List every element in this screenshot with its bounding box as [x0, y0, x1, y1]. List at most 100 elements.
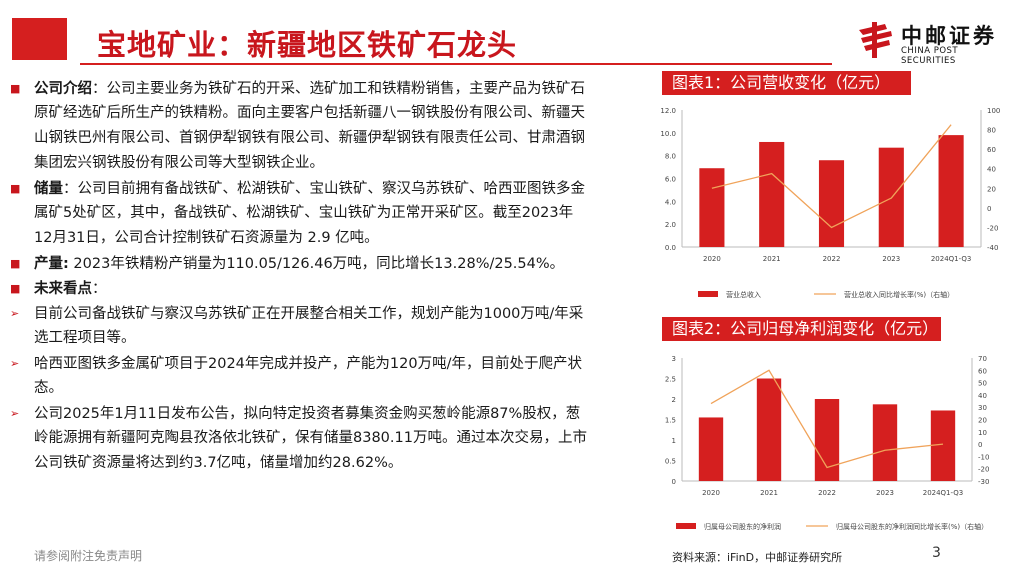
y-left-tick-label: 1.5: [665, 417, 676, 425]
x-tick-label: 2024Q1-Q3: [923, 489, 964, 497]
bold-label: 储量: [34, 181, 63, 197]
legend-label: 归属母公司股东的净利润同比增长率(%)（右轴）: [836, 522, 988, 531]
y-left-tick-label: 2.5: [665, 376, 676, 384]
line-text: 12月31日，公司合计控制铁矿石资源量为 2.9 亿吨。: [34, 230, 379, 246]
y-right-tick-label: 60: [978, 367, 987, 375]
legend-bar-swatch: [698, 291, 718, 297]
text-line: 属矿5处矿区，其中，备战铁矿、松湖铁矿、宝山铁矿为正常开采矿区。截至2023年: [10, 201, 652, 226]
y-left-tick-label: 6.0: [665, 176, 676, 184]
y-right-tick-label: -20: [987, 224, 998, 232]
bar: [756, 378, 782, 481]
legend-bar-swatch: [676, 523, 696, 529]
text-line: ■ 公司介绍：公司主要业务为铁矿石的开采、选矿加工和铁精粉销售，主要产品为铁矿石: [10, 76, 652, 101]
company-logo: 中邮证券 CHINA POST SECURITIES: [855, 20, 1015, 66]
line-text: 目前公司备战铁矿与察汉乌苏铁矿正在开展整合相关工作，规划产能为1000万吨/年采: [34, 306, 584, 322]
line-text: 选工程项目等。: [34, 330, 136, 346]
y-right-tick-label: 80: [987, 127, 996, 135]
x-tick-label: 2021: [763, 255, 781, 263]
y-right-tick-label: -20: [978, 466, 989, 474]
line-text: 原矿经选矿后所生产的铁精粉。面向主要客户包括新疆八一钢铁股份有限公司、新疆天: [34, 105, 585, 121]
line-text: 态。: [34, 380, 63, 396]
text-line: 山钢铁巴州有限公司、首钢伊犁钢铁有限公司、新疆伊犁钢铁有限责任公司、甘肃酒钢: [10, 126, 652, 151]
text-line: ➢ 目前公司备战铁矿与察汉乌苏铁矿正在开展整合相关工作，规划产能为1000万吨/年…: [10, 301, 652, 326]
y-left-tick-label: 1: [672, 437, 676, 445]
y-right-tick-label: 30: [978, 404, 987, 412]
square-bullet-icon: ■: [10, 282, 21, 295]
y-right-tick-label: 40: [978, 392, 987, 400]
disclaimer-note: 请参阅附注免责声明: [34, 549, 143, 563]
page-number: 3: [932, 545, 941, 561]
y-left-tick-label: 3: [672, 355, 676, 363]
china-post-logo-icon: [859, 22, 892, 58]
net-profit-chart: 0 0.5 1 1.5 2 2.5 3 -30 -20 -10 0 10 20 30 40 50 60 70 202…: [665, 355, 990, 531]
bold-label: 公司介绍: [34, 81, 92, 97]
line-text: 公司2025年1月11日发布公告，拟向特定投资者募集资金购买葱岭能源87%股权，…: [34, 406, 581, 422]
logo-text-cn: 中邮证券: [901, 24, 997, 48]
square-bullet-icon: ■: [10, 82, 21, 95]
y-left-tick-label: 0: [672, 478, 676, 486]
y-right-tick-label: 100: [987, 107, 1000, 115]
revenue-chart: 0.0 2.0 4.0 6.0 8.0 10.0 12.0 -40 -20 0 20 40 60 80 10…: [660, 107, 1000, 299]
bar: [938, 135, 964, 247]
title-accent-block: [12, 18, 67, 60]
y-right-tick-label: 0: [987, 205, 991, 213]
y-right-tick-label: 40: [987, 166, 996, 174]
bar: [814, 399, 840, 481]
bar: [872, 404, 898, 481]
bar: [818, 160, 845, 247]
text-line: 集团宏兴钢铁股份有限公司等大型钢铁企业。: [10, 151, 652, 176]
line-text: 公司铁矿资源量将达到约3.7亿吨，储量增加约28.62%。: [34, 455, 403, 471]
y-left-tick-label: 0.5: [665, 458, 676, 466]
y-right-tick-label: 50: [978, 380, 987, 388]
growth-line: [710, 369, 944, 469]
text-line: ■ 储量：公司目前拥有备战铁矿、松湖铁矿、宝山铁矿、察汉乌苏铁矿、哈西亚图铁多金: [10, 176, 652, 201]
page-title: 宝地矿业：新疆地区铁矿石龙头: [97, 28, 518, 62]
bar: [698, 417, 724, 481]
y-right-tick-label: 0: [978, 441, 982, 449]
text-line: 12月31日，公司合计控制铁矿石资源量为 2.9 亿吨。: [10, 226, 652, 251]
bar: [699, 168, 725, 247]
bar: [930, 410, 956, 481]
body-text: ■ 公司介绍：公司主要业务为铁矿石的开采、选矿加工和铁精粉销售，主要产品为铁矿石原…: [10, 76, 652, 476]
x-tick-label: 2021: [760, 489, 778, 497]
text-line: ■ 产量: 2023年铁精粉产销量为110.05/126.46万吨，同比增长13.…: [10, 251, 652, 276]
y-left-tick-label: 12.0: [660, 107, 676, 115]
x-tick-label: 2022: [823, 255, 841, 263]
text-line: 选工程项目等。: [10, 326, 652, 351]
source-note: 资料来源：iFinD，中邮证券研究所: [672, 551, 843, 564]
chart2-title: 图表2：公司归母净利润变化（亿元）: [662, 317, 941, 341]
line-text: ：公司主要业务为铁矿石的开采、选矿加工和铁精粉销售，主要产品为铁矿石: [92, 81, 585, 97]
line-text: 山钢铁巴州有限公司、首钢伊犁钢铁有限公司、新疆伊犁钢铁有限责任公司、甘肃酒钢: [34, 130, 585, 146]
x-tick-label: 2020: [703, 255, 721, 263]
text-line: ➢ 哈西亚图铁多金属矿项目于2024年完成并投产，产能为120万吨/年，目前处于爬…: [10, 351, 652, 376]
text-line: 岭能源拥有新疆阿克陶县孜洛依北铁矿，保有储量8380.11万吨。通过本次交易，上…: [10, 426, 652, 451]
square-bullet-icon: ■: [10, 257, 21, 270]
y-left-tick-label: 10.0: [660, 130, 676, 138]
text-line: ➢ 公司2025年1月11日发布公告，拟向特定投资者募集资金购买葱岭能源87%股权…: [10, 401, 652, 426]
square-bullet-icon: ■: [10, 182, 21, 195]
y-right-tick-label: -30: [978, 478, 989, 486]
y-right-tick-label: -40: [987, 244, 998, 252]
text-line: ■ 未来看点：: [10, 276, 652, 301]
arrow-bullet-icon: ➢: [10, 357, 20, 370]
x-tick-label: 2023: [876, 489, 894, 497]
legend-label: 归属母公司股东的净利润: [704, 522, 781, 531]
y-left-tick-label: 0.0: [665, 244, 676, 252]
x-tick-label: 2024Q1-Q3: [931, 255, 972, 263]
y-right-tick-label: 60: [987, 146, 996, 154]
x-tick-label: 2020: [702, 489, 720, 497]
title-underline: [80, 63, 832, 65]
y-left-tick-label: 2.0: [665, 221, 676, 229]
line-text: 2023年铁精粉产销量为110.05/126.46万吨，同比增长13.28%/2…: [68, 256, 565, 272]
y-right-tick-label: 10: [978, 429, 987, 437]
bar: [759, 141, 785, 247]
y-left-tick-label: 2: [672, 396, 676, 404]
y-right-tick-label: 20: [978, 417, 987, 425]
y-right-tick-label: -10: [978, 453, 989, 461]
legend-label: 营业总收入: [726, 290, 761, 299]
text-line: 公司铁矿资源量将达到约3.7亿吨，储量增加约28.62%。: [10, 451, 652, 476]
text-line: 原矿经选矿后所生产的铁精粉。面向主要客户包括新疆八一钢铁股份有限公司、新疆天: [10, 101, 652, 126]
line-text: ：公司目前拥有备战铁矿、松湖铁矿、宝山铁矿、察汉乌苏铁矿、哈西亚图铁多金: [63, 181, 585, 197]
y-right-tick-label: 70: [978, 355, 987, 363]
bold-label: 未来看点: [34, 281, 92, 297]
